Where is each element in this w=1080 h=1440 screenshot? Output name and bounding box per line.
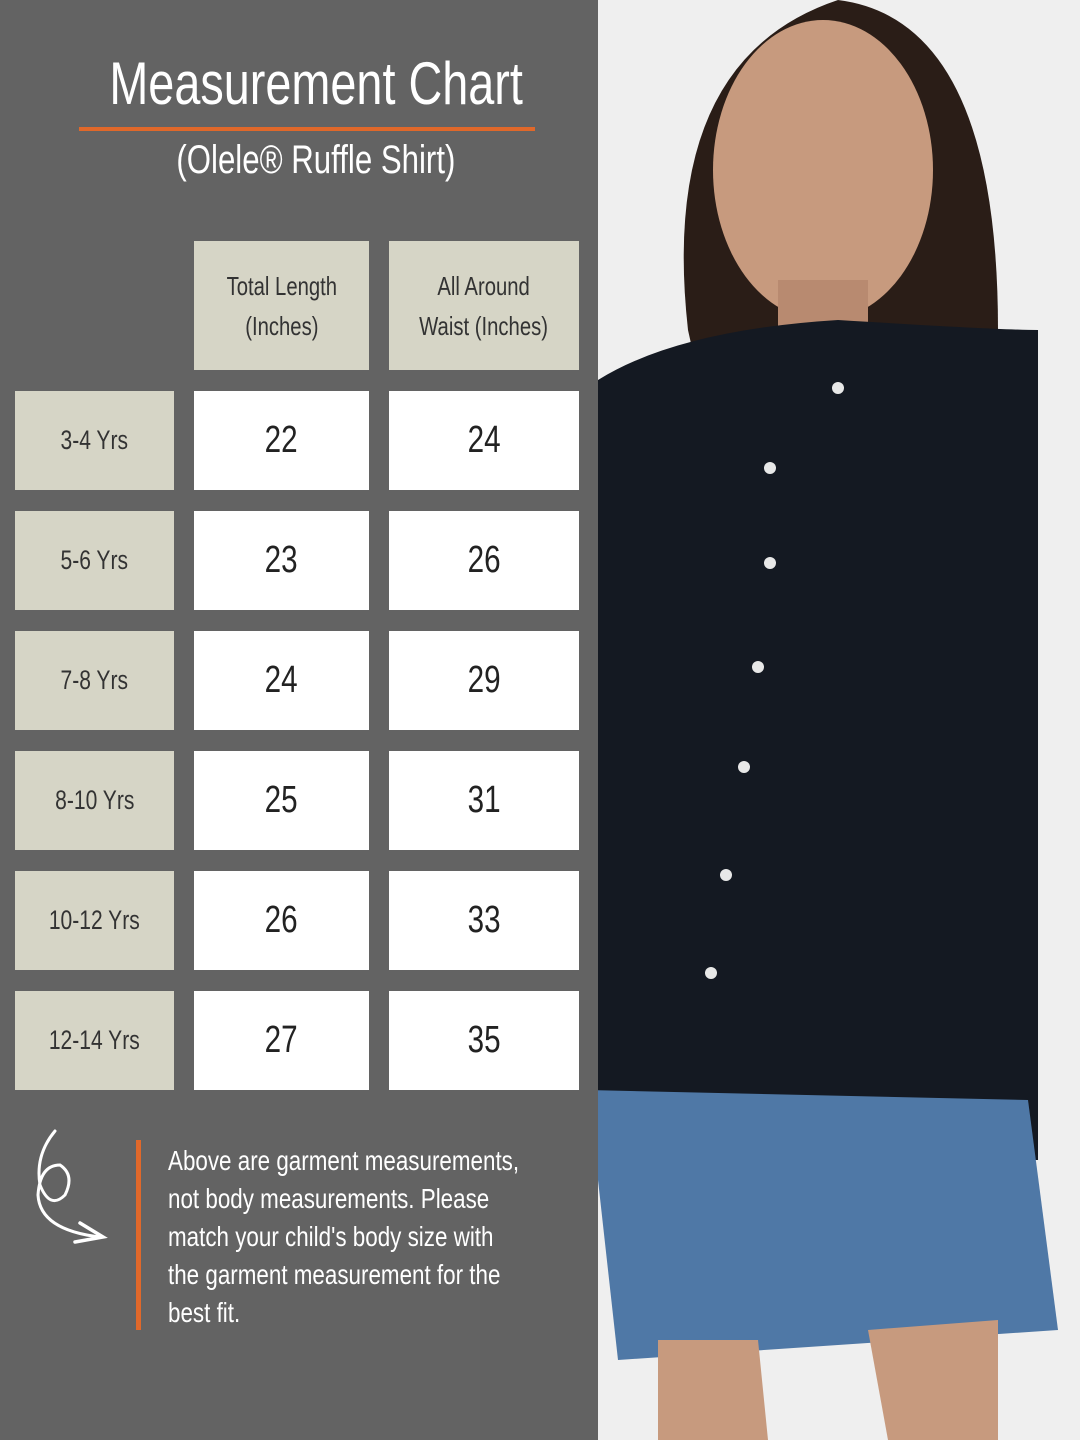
- page-title: Measurement Chart: [0, 48, 632, 120]
- waist-cell: 26: [389, 511, 579, 610]
- size-label-cell-text: 5-6 Yrs: [60, 545, 129, 575]
- total-length-cell-text: 26: [265, 899, 298, 941]
- title-divider: [79, 127, 535, 131]
- curly-arrow-icon: [36, 1129, 108, 1244]
- total-length-cell-text: 27: [265, 1019, 298, 1061]
- size-label-cell-text: 7-8 Yrs: [60, 665, 129, 695]
- header-line: All Around: [437, 270, 531, 301]
- title-text: Measurement Chart: [109, 50, 523, 117]
- panel-overlay: [480, 1090, 598, 1440]
- total-length-cell-text: 25: [265, 779, 298, 821]
- size-label-cell-text: 3-4 Yrs: [60, 425, 129, 455]
- waist-cell-text: 35: [467, 1019, 501, 1061]
- waist-cell-text: 31: [467, 779, 501, 821]
- header-waist: All Around Waist (Inches): [389, 241, 579, 370]
- size-label-cell: 8-10 Yrs: [15, 751, 174, 850]
- waist-cell: 24: [389, 391, 579, 490]
- size-label-cell: 10-12 Yrs: [15, 871, 174, 970]
- waist-cell: 29: [389, 631, 579, 730]
- total-length-cell: 23: [194, 511, 369, 610]
- size-label-cell: 5-6 Yrs: [15, 511, 174, 610]
- total-length-cell: 24: [194, 631, 369, 730]
- note-line: not body measurements. Please: [168, 1183, 490, 1214]
- waist-cell: 33: [389, 871, 579, 970]
- header-total-length: Total Length (Inches): [194, 241, 369, 370]
- note-line: match your child's body size with: [168, 1221, 494, 1252]
- page-subtitle: (Olele® Ruffle Shirt): [0, 136, 632, 184]
- total-length-cell-text: 23: [265, 539, 298, 581]
- waist-cell-text: 24: [467, 419, 501, 461]
- waist-cell: 35: [389, 991, 579, 1090]
- header-line: Total Length: [226, 270, 337, 301]
- header-line: Waist (Inches): [419, 310, 549, 341]
- size-label-cell: 12-14 Yrs: [15, 991, 174, 1090]
- total-length-cell-text: 22: [265, 419, 298, 461]
- total-length-cell: 27: [194, 991, 369, 1090]
- size-label-cell-text: 10-12 Yrs: [49, 905, 140, 935]
- note-line: the garment measurement for the: [168, 1259, 501, 1290]
- total-length-cell-text: 24: [265, 659, 298, 701]
- waist-cell-text: 26: [467, 539, 501, 581]
- note-line: Above are garment measurements,: [168, 1145, 520, 1176]
- note-accent-bar: [136, 1140, 141, 1330]
- total-length-cell: 22: [194, 391, 369, 490]
- header-line: (Inches): [244, 310, 319, 341]
- total-length-cell: 26: [194, 871, 369, 970]
- waist-cell-text: 33: [467, 899, 501, 941]
- size-label-cell-text: 8-10 Yrs: [54, 785, 135, 815]
- waist-cell: 31: [389, 751, 579, 850]
- subtitle-text: (Olele® Ruffle Shirt): [176, 138, 456, 182]
- fit-note: Above are garment measurements, not body…: [168, 1142, 608, 1332]
- note-line: best fit.: [168, 1297, 241, 1328]
- total-length-cell: 25: [194, 751, 369, 850]
- size-label-cell-text: 12-14 Yrs: [49, 1025, 140, 1055]
- size-label-cell: 3-4 Yrs: [15, 391, 174, 490]
- model-photo: [598, 0, 1080, 1440]
- size-label-cell: 7-8 Yrs: [15, 631, 174, 730]
- waist-cell-text: 29: [467, 659, 501, 701]
